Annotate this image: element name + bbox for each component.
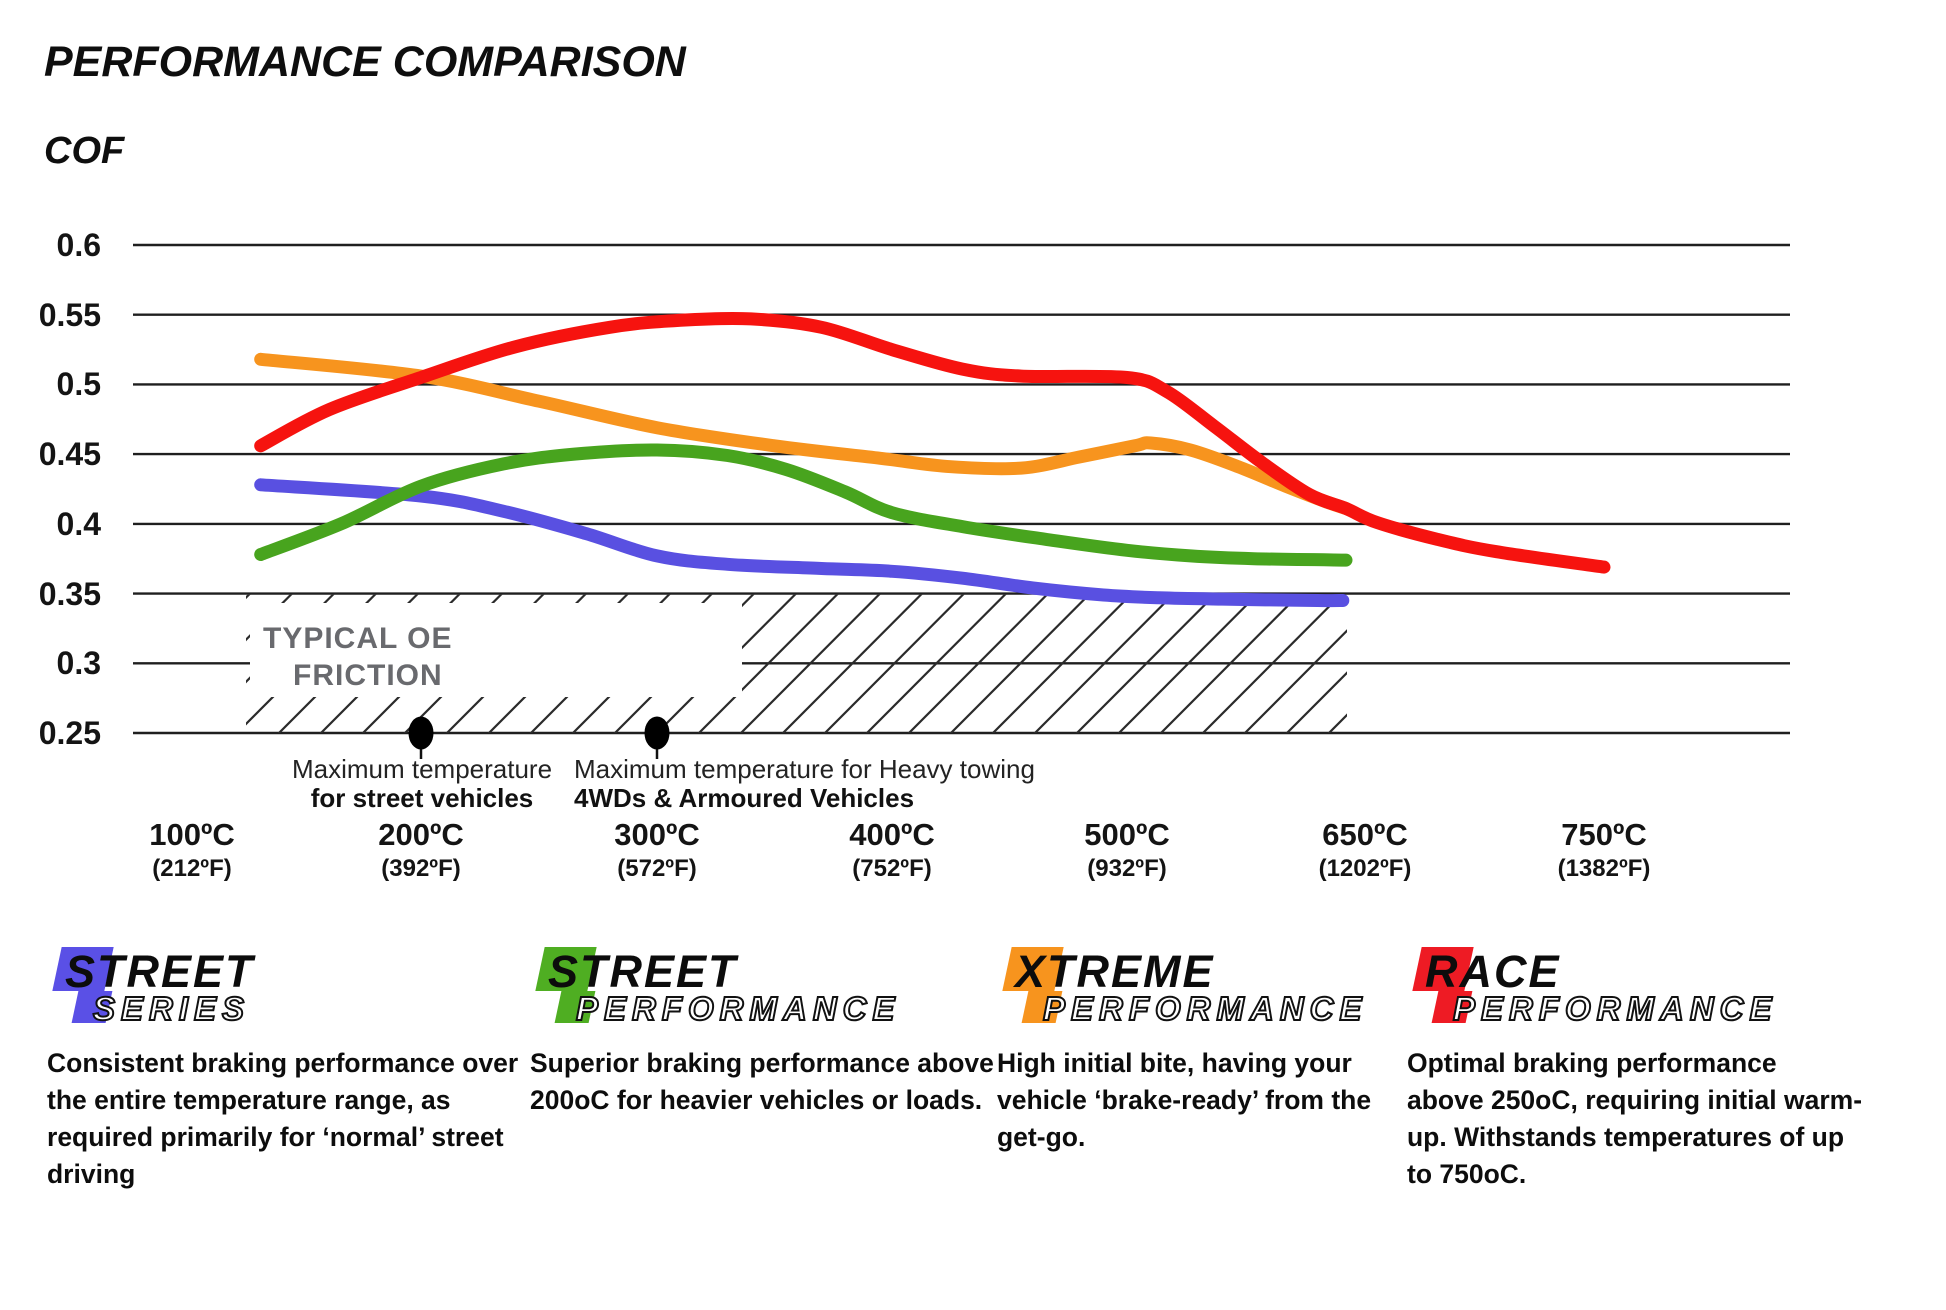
y-tick-label: 0.6 (56, 227, 101, 263)
street-series-logo: STREET SERIES (45, 945, 515, 1045)
legend-street-series: STREET SERIES Consistent braking perform… (45, 945, 518, 1189)
x-tick-fahrenheit: (752ºF) (852, 855, 932, 882)
annotation-line: Maximum temperature for Heavy towing (574, 754, 1035, 784)
x-tick-celsius: 750ºC (1561, 817, 1647, 852)
annotation-street-max-temp: Maximum temperature for street vehicles (192, 755, 652, 813)
x-tick-fahrenheit: (212ºF) (152, 855, 232, 882)
y-tick-label: 0.35 (38, 575, 101, 612)
oe-friction-label-line2: FRICTION (293, 659, 443, 692)
legend-race-performance: RACE PERFORMANCE Optimal braking perform… (1405, 945, 1885, 1189)
x-tick-fahrenheit: (572ºF) (617, 855, 697, 882)
logo-subword: PERFORMANCE (575, 989, 901, 1028)
y-tick-label: 0.5 (56, 366, 101, 403)
x-tick-celsius: 100ºC (149, 817, 235, 852)
oe-label-backdrop (250, 603, 742, 697)
annotation-line: for street vehicles (310, 783, 534, 813)
x-tick-fahrenheit: (932ºF) (1087, 855, 1167, 882)
oe-friction-hatch-region (246, 594, 1347, 733)
x-tick-celsius: 650ºC (1322, 817, 1408, 852)
description-line: Superior braking performance above (530, 1048, 994, 1078)
x-tick-label: 400ºC (752ºF) (792, 818, 992, 884)
description-line: required primarily for ‘normal’ street (47, 1122, 504, 1152)
description-line: get-go. (997, 1122, 1086, 1152)
logo-word: RACE (1425, 946, 1561, 997)
description-line: the entire temperature range, as (47, 1085, 451, 1115)
y-tick-label: 0.25 (38, 715, 101, 751)
description-line: to 750oC. (1407, 1159, 1527, 1189)
annotation-towing-max-temp: Maximum temperature for Heavy towing 4WD… (574, 755, 1134, 813)
x-tick-label: 100ºC (212ºF) (92, 818, 292, 884)
y-tick-label: 0.4 (56, 505, 101, 542)
x-tick-fahrenheit: (1382ºF) (1557, 855, 1651, 882)
description-line: above 250oC, requiring initial warm- (1407, 1085, 1863, 1115)
y-tick-label: 0.55 (38, 296, 101, 333)
xtreme-performance-logo: XTREME PERFORMANCE (995, 945, 1395, 1045)
x-tick-label: 650ºC (1202ºF) (1265, 818, 1465, 884)
legend-xtreme-performance: XTREME PERFORMANCE High initial bite, ha… (995, 945, 1395, 1152)
x-tick-label: 750ºC (1382ºF) (1504, 818, 1704, 884)
annotation-line: Maximum temperature (291, 754, 553, 784)
logo-subword: PERFORMANCE (1042, 989, 1368, 1028)
y-axis-title: COF (44, 130, 125, 172)
series-street-series (254, 478, 1350, 608)
logo-subword: PERFORMANCE (1452, 989, 1778, 1028)
logo-subword: SERIES (92, 989, 251, 1028)
annotation-dot (644, 716, 670, 750)
street-performance-logo: STREET PERFORMANCE (528, 945, 988, 1045)
oe-friction-label-line1: TYPICAL OE (263, 622, 453, 655)
series-xtreme-performance (254, 352, 1353, 515)
description-line: driving (47, 1159, 136, 1189)
series-race-performance (254, 311, 1611, 574)
x-tick-celsius: 500ºC (1084, 817, 1170, 852)
description-line: Consistent braking performance over (47, 1048, 519, 1078)
x-tick-celsius: 200ºC (378, 817, 464, 852)
logo-word: XTREME (1015, 946, 1215, 997)
x-tick-label: 200ºC (392ºF) (321, 818, 521, 884)
y-tick-label: 0.45 (38, 436, 101, 473)
x-tick-fahrenheit: (392ºF) (381, 855, 461, 882)
page-title: PERFORMANCE COMPARISON (44, 38, 686, 86)
logo-word: STREET (65, 946, 255, 997)
race-performance-logo: RACE PERFORMANCE (1405, 945, 1885, 1045)
description-line: 200oC for heavier vehicles or loads. (530, 1085, 983, 1115)
x-tick-label: 300ºC (572ºF) (557, 818, 757, 884)
x-tick-fahrenheit: (1202ºF) (1318, 855, 1412, 882)
legend-description: Consistent braking performance over the … (47, 1045, 518, 1193)
legend-street-performance: STREET PERFORMANCE Superior braking perf… (528, 945, 994, 1115)
description-line: Optimal braking performance (1407, 1048, 1777, 1078)
x-tick-celsius: 300ºC (614, 817, 700, 852)
y-tick-label: 0.3 (56, 645, 101, 682)
logo-word: STREET (548, 946, 738, 997)
legend-description: High initial bite, having your vehicle ‘… (997, 1045, 1371, 1156)
annotation-dot (408, 716, 434, 750)
series-street-performance (254, 443, 1353, 567)
x-tick-celsius: 400ºC (849, 817, 935, 852)
description-line: vehicle ‘brake-ready’ from the (997, 1085, 1372, 1115)
legend-description: Superior braking performance above 200oC… (530, 1045, 994, 1119)
annotation-line: 4WDs & Armoured Vehicles (574, 783, 915, 813)
x-tick-label: 500ºC (932ºF) (1027, 818, 1227, 884)
legend-description: Optimal braking performance above 250oC,… (1407, 1045, 1862, 1193)
description-line: up. Withstands temperatures of up (1407, 1122, 1845, 1152)
description-line: High initial bite, having your (997, 1048, 1352, 1078)
